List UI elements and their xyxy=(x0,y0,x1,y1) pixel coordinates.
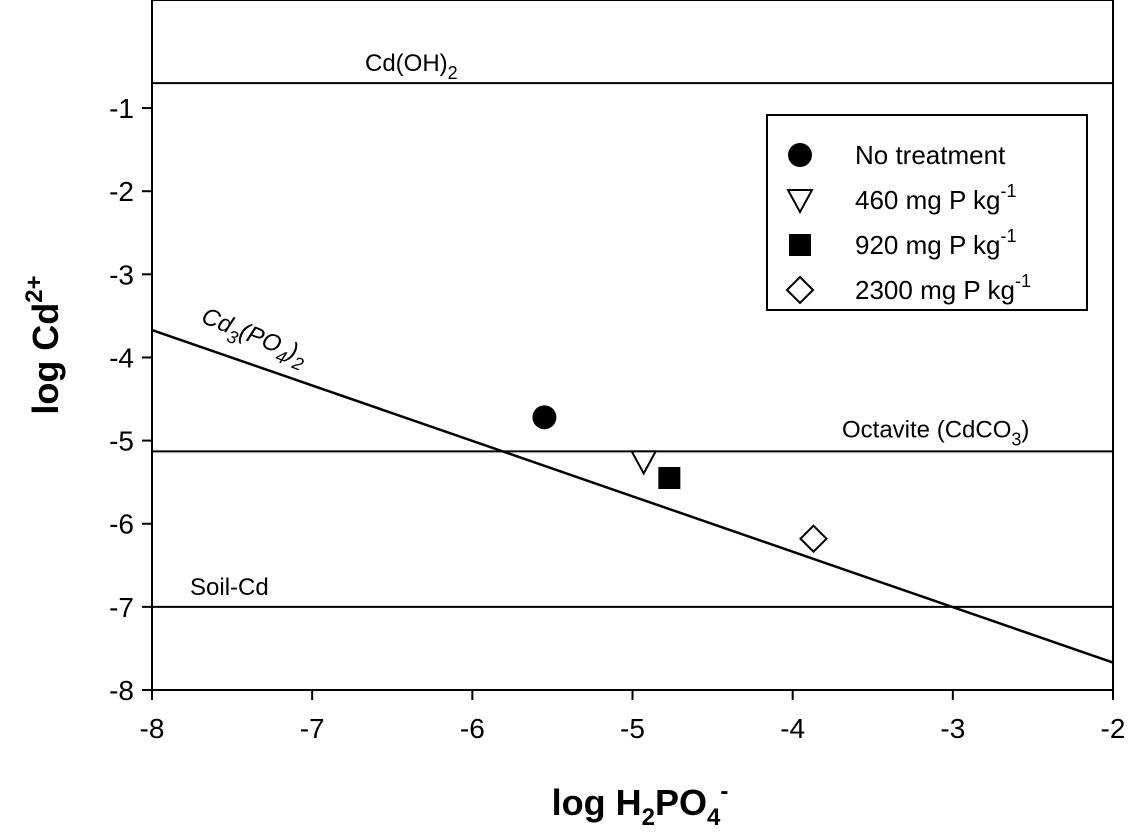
reference-line-sloped xyxy=(151,328,1114,664)
legend-marker xyxy=(786,189,814,215)
legend-label: No treatment xyxy=(855,140,1006,170)
data-point xyxy=(532,405,557,430)
x-tick-label: -8 xyxy=(140,713,165,744)
y-tick-label: -2 xyxy=(109,176,134,207)
legend-marker xyxy=(789,234,811,256)
y-axis-title: log Cd2+ xyxy=(21,275,66,414)
x-axis: -8 -7 -6 -5 -4 -3 -2 xyxy=(140,690,1126,744)
y-tick-label: -4 xyxy=(109,342,134,373)
x-axis-title: log H2PO4- xyxy=(552,778,729,831)
data-point xyxy=(799,524,828,554)
y-axis: -8 -7 -6 -5 -4 -3 -2 -1 xyxy=(109,93,152,706)
x-tick-label: -2 xyxy=(1101,713,1126,744)
legend-label: 920 mg P kg-1 xyxy=(855,226,1017,260)
y-tick-label: -1 xyxy=(109,93,134,124)
data-points xyxy=(532,405,828,554)
legend-label: 460 mg P kg-1 xyxy=(855,181,1017,215)
legend-box xyxy=(766,114,1088,311)
data-point xyxy=(658,467,681,490)
y-tick-label: -7 xyxy=(109,592,134,623)
x-tick-label: -7 xyxy=(300,713,325,744)
data-point xyxy=(630,450,658,476)
y-tick-label: -5 xyxy=(109,426,134,457)
x-tick-label: -5 xyxy=(620,713,645,744)
x-tick-label: -3 xyxy=(940,713,965,744)
legend-marker xyxy=(785,275,815,305)
y-tick-label: -6 xyxy=(109,509,134,540)
reference-line-label: Cd(OH)2 xyxy=(365,50,458,83)
y-tick-label: -3 xyxy=(109,259,134,290)
legend: No treatment 460 mg P kg-1 920 mg P kg-1 23… xyxy=(766,114,1088,311)
y-tick-label: -8 xyxy=(109,675,134,706)
reference-line-label: Octavite (CdCO3) xyxy=(842,416,1029,449)
reference-line-label: Soil-Cd xyxy=(190,574,269,601)
x-tick-label: -4 xyxy=(780,713,805,744)
legend-label: 2300 mg P kg-1 xyxy=(855,271,1031,305)
legend-marker xyxy=(788,143,812,167)
x-tick-label: -6 xyxy=(460,713,485,744)
